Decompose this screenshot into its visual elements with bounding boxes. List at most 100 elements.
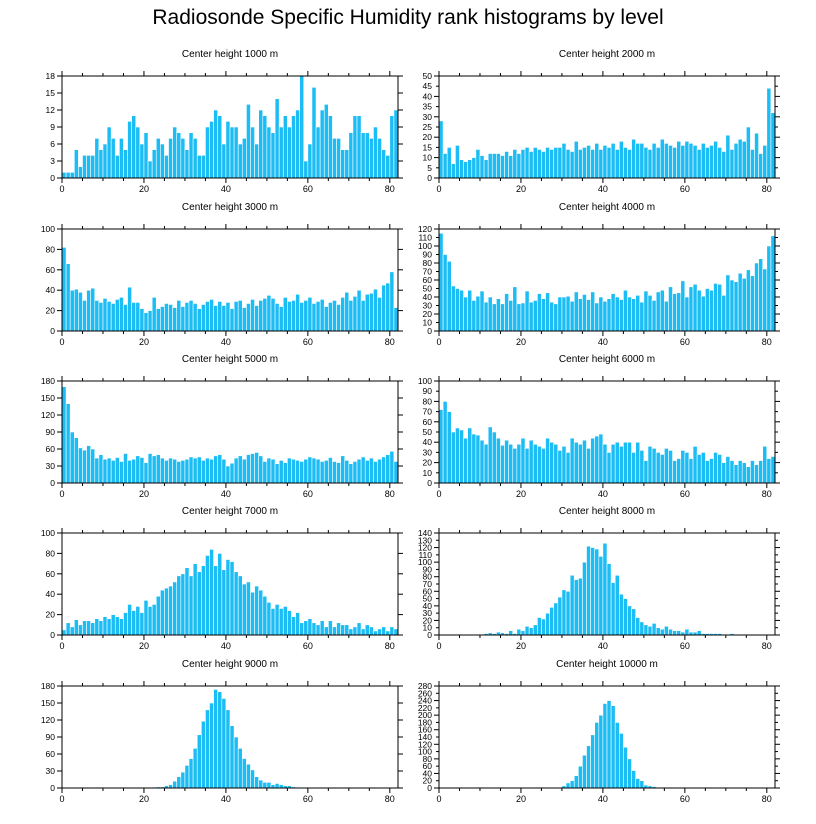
histogram-bar — [705, 288, 710, 332]
y-tick-label: 110 — [418, 550, 432, 560]
x-tick-label: 0 — [436, 794, 441, 804]
histogram-bar — [213, 689, 219, 789]
histogram-bar — [479, 439, 485, 484]
histogram-bar — [106, 301, 112, 332]
y-tick-label: 200 — [418, 710, 432, 720]
histogram-bar — [262, 461, 268, 484]
histogram-bar — [86, 155, 91, 179]
histogram-bar — [586, 145, 591, 179]
x-tick-label: 20 — [139, 184, 149, 194]
histogram-bar — [659, 289, 665, 332]
histogram-bar — [90, 622, 96, 636]
histogram-bar — [373, 630, 378, 636]
x-tick-label: 40 — [598, 337, 608, 347]
histogram-bar — [282, 297, 288, 332]
histogram-bar — [737, 460, 743, 484]
histogram-bar — [672, 630, 677, 636]
histogram-bar — [65, 263, 71, 332]
histogram-bar — [606, 700, 612, 789]
histogram-bar — [311, 457, 317, 484]
histogram-bar — [348, 628, 354, 636]
y-tick-label: 90 — [423, 250, 433, 260]
histogram-bar — [586, 448, 591, 484]
histogram-bar — [733, 464, 739, 484]
histogram-bar — [385, 454, 391, 484]
panel-title: Center height 5000 m — [182, 354, 278, 365]
histogram-bar — [631, 138, 636, 179]
histogram-bar — [651, 623, 657, 636]
histogram-bar — [500, 303, 505, 332]
histogram-bar — [356, 458, 362, 484]
histogram-bar — [172, 126, 178, 179]
histogram-bar — [155, 138, 161, 179]
histogram-bar — [225, 121, 231, 179]
y-tick-label: 180 — [418, 717, 432, 727]
histogram-bar — [274, 98, 280, 179]
histogram-bar — [598, 296, 604, 332]
histogram-bar — [377, 297, 382, 332]
histogram-bar — [733, 281, 739, 332]
histogram-bar — [729, 279, 735, 332]
histogram-bar — [479, 155, 485, 179]
y-tick-label: 20 — [423, 132, 433, 142]
histogram-bar — [746, 269, 751, 332]
histogram-bar — [676, 292, 682, 332]
histogram-bar — [635, 441, 641, 484]
histogram-bar — [491, 303, 497, 332]
histogram-panel: Center height 2000 m05101520253035404550… — [423, 49, 780, 194]
histogram-bar — [561, 296, 567, 332]
histogram-bar — [684, 296, 690, 332]
histogram-bar — [287, 457, 292, 484]
histogram-bar — [618, 140, 624, 179]
y-tick-label: 6 — [50, 139, 55, 149]
histogram-bar — [647, 294, 653, 332]
histogram-bar — [631, 298, 636, 332]
histogram-bar — [627, 441, 632, 484]
histogram-bar — [323, 104, 329, 179]
y-tick-label: 100 — [418, 557, 432, 567]
histogram-bar — [631, 608, 636, 636]
histogram-bar — [69, 431, 75, 484]
histogram-bar — [438, 232, 444, 332]
y-tick-label: 80 — [423, 258, 433, 268]
x-tick-label: 0 — [436, 641, 441, 651]
histogram-bar — [73, 288, 79, 332]
histogram-bar — [590, 291, 596, 332]
histogram-bar — [356, 115, 362, 179]
histogram-bar — [164, 303, 169, 332]
histogram-bar — [295, 293, 300, 332]
x-tick-label: 40 — [221, 641, 231, 651]
histogram-bar — [241, 138, 247, 179]
histogram-bar — [155, 308, 161, 332]
x-tick-label: 20 — [516, 184, 526, 194]
histogram-bar — [741, 462, 747, 484]
histogram-bar — [377, 628, 382, 636]
x-tick-label: 40 — [598, 641, 608, 651]
histogram-bar — [647, 445, 653, 484]
histogram-bar — [98, 454, 104, 484]
histogram-bar — [389, 115, 395, 179]
histogram-bar — [258, 455, 264, 484]
histogram-bar — [73, 619, 79, 636]
histogram-bar — [450, 163, 456, 179]
y-tick-label: 60 — [423, 761, 433, 771]
histogram-bar — [328, 302, 333, 332]
histogram-bar — [655, 452, 661, 484]
y-tick-label: 90 — [46, 732, 56, 742]
histogram-bar — [504, 293, 509, 332]
histogram-bar — [127, 286, 132, 332]
histogram-bar — [614, 722, 620, 789]
y-tick-label: 120 — [41, 715, 55, 725]
histogram-bar — [229, 725, 235, 789]
y-tick-label: 180 — [41, 376, 55, 386]
histogram-bar — [258, 300, 264, 332]
y-tick-label: 100 — [418, 241, 432, 251]
histogram-bar — [340, 297, 346, 332]
histogram-panel: Center height 10000 m0204060801001201401… — [418, 659, 780, 804]
histogram-bar — [504, 151, 509, 179]
histogram-bar — [184, 567, 190, 636]
histogram-bar — [184, 149, 190, 179]
histogram-bar — [352, 115, 358, 179]
histogram-bar — [98, 302, 104, 332]
y-tick-label: 35 — [423, 102, 433, 112]
